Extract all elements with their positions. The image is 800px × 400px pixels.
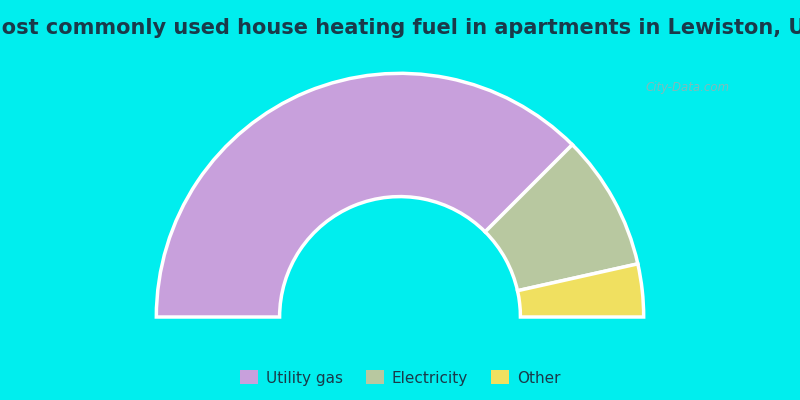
Wedge shape (518, 264, 644, 317)
Wedge shape (156, 73, 572, 317)
Text: Most commonly used house heating fuel in apartments in Lewiston, UT: Most commonly used house heating fuel in… (0, 18, 800, 38)
Text: City-Data.com: City-Data.com (646, 82, 730, 94)
Legend: Utility gas, Electricity, Other: Utility gas, Electricity, Other (234, 364, 566, 392)
Wedge shape (485, 145, 638, 291)
